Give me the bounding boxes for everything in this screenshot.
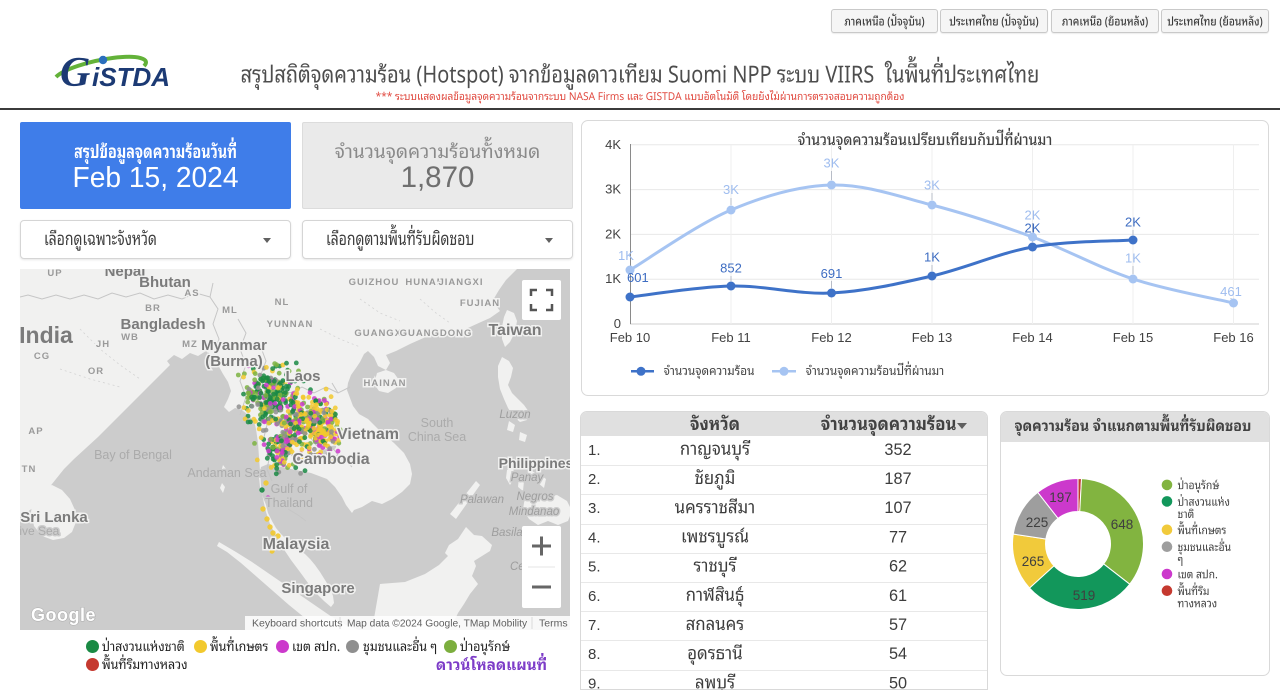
svg-text:Laos: Laos [285, 368, 320, 385]
svg-text:Luzon: Luzon [499, 409, 530, 421]
svg-text:Bangladesh: Bangladesh [120, 316, 205, 333]
svg-text:197: 197 [1049, 490, 1072, 505]
svg-text:Sri Lanka: Sri Lanka [20, 509, 88, 526]
svg-text:HAINAN: HAINAN [364, 378, 407, 389]
svg-text:HUNAN: HUNAN [405, 277, 444, 288]
svg-text:Malaysia: Malaysia [263, 536, 330, 553]
svg-text:Feb 15: Feb 15 [1113, 330, 1153, 345]
svg-text:Feb 11: Feb 11 [711, 330, 751, 345]
svg-text:AS: AS [184, 288, 199, 299]
svg-text:Feb 14: Feb 14 [1012, 330, 1052, 345]
svg-text:Map data ©2024 Google, TMap Mo: Map data ©2024 Google, TMap Mobility [347, 619, 528, 630]
svg-text:live Sea: live Sea [20, 524, 60, 538]
svg-text:South: South [421, 416, 454, 430]
svg-text:852: 852 [720, 261, 742, 276]
svg-text:FUJIAN: FUJIAN [460, 298, 500, 309]
svg-text:Palawan: Palawan [460, 494, 504, 506]
svg-text:0: 0 [614, 316, 621, 331]
svg-text:GUANGXI: GUANGXI [354, 328, 405, 339]
svg-text:iSTDA: iSTDA [92, 62, 170, 92]
svg-text:(Burma): (Burma) [205, 353, 263, 370]
svg-text:Feb 12: Feb 12 [811, 330, 851, 345]
svg-text:Taiwan: Taiwan [488, 322, 541, 339]
svg-text:2K: 2K [1125, 215, 1141, 230]
svg-text:Feb 13: Feb 13 [912, 330, 952, 345]
svg-text:ML: ML [222, 305, 238, 316]
svg-text:225: 225 [1026, 515, 1049, 530]
svg-text:MZ: MZ [182, 339, 198, 350]
svg-text:Mindanao: Mindanao [509, 506, 560, 518]
svg-text:2K: 2K [605, 226, 621, 241]
svg-text:GUIZHOU: GUIZHOU [349, 277, 400, 288]
svg-text:1K: 1K [1125, 251, 1141, 266]
svg-text:4K: 4K [605, 137, 621, 152]
svg-text:OR: OR [88, 366, 104, 377]
svg-text:Myanmar: Myanmar [201, 337, 267, 354]
svg-text:Nepal: Nepal [105, 269, 146, 280]
svg-text:Gulf of: Gulf of [271, 482, 308, 496]
svg-text:1K: 1K [605, 271, 621, 286]
svg-text:Keyboard shortcuts: Keyboard shortcuts [252, 618, 342, 630]
svg-text:Thailand: Thailand [265, 496, 313, 510]
svg-text:Andaman Sea: Andaman Sea [187, 466, 266, 480]
svg-text:CG: CG [34, 351, 50, 362]
svg-text:1K: 1K [924, 250, 940, 265]
svg-text:JH: JH [96, 339, 110, 350]
svg-text:Bhutan: Bhutan [139, 274, 191, 291]
svg-text:AP: AP [28, 426, 43, 437]
svg-text:1K: 1K [618, 248, 634, 263]
svg-text:Feb 10: Feb 10 [610, 330, 650, 345]
svg-text:Terms: Terms [539, 618, 568, 630]
svg-text:BR: BR [145, 303, 161, 314]
svg-text:WB: WB [121, 332, 139, 343]
svg-text:461: 461 [1220, 284, 1242, 299]
svg-text:YUNNAN: YUNNAN [267, 319, 314, 330]
svg-text:3K: 3K [924, 178, 940, 193]
svg-text:Bay of Bengal: Bay of Bengal [94, 448, 172, 462]
svg-text:UP: UP [47, 269, 62, 279]
svg-text:Vietnam: Vietnam [337, 426, 399, 443]
svg-text:Singapore: Singapore [281, 580, 354, 597]
svg-text:3K: 3K [723, 182, 739, 197]
svg-text:Panay: Panay [511, 472, 545, 484]
svg-text:601: 601 [627, 270, 649, 285]
svg-text:India: India [20, 322, 73, 348]
svg-text:3K: 3K [605, 182, 621, 197]
svg-text:JIANGXI: JIANGXI [438, 277, 483, 288]
svg-text:Feb 16: Feb 16 [1213, 330, 1253, 345]
svg-text:691: 691 [821, 266, 843, 281]
svg-text:Cambodia: Cambodia [292, 451, 369, 468]
svg-text:Negros: Negros [516, 491, 553, 503]
svg-text:2K: 2K [1025, 208, 1041, 223]
svg-text:China Sea: China Sea [408, 430, 466, 444]
svg-text:G: G [60, 50, 90, 93]
svg-text:519: 519 [1073, 588, 1096, 603]
svg-text:NL: NL [275, 297, 290, 308]
svg-text:Basila: Basila [491, 527, 522, 539]
svg-text:Philippines: Philippines [499, 455, 570, 471]
svg-text:265: 265 [1022, 554, 1045, 569]
svg-text:2K: 2K [1025, 221, 1041, 236]
svg-text:GUANGDONG: GUANGDONG [400, 328, 473, 339]
svg-text:648: 648 [1111, 517, 1134, 532]
svg-text:Google: Google [31, 605, 96, 625]
svg-text:3K: 3K [824, 156, 840, 171]
svg-text:TN: TN [22, 464, 37, 475]
